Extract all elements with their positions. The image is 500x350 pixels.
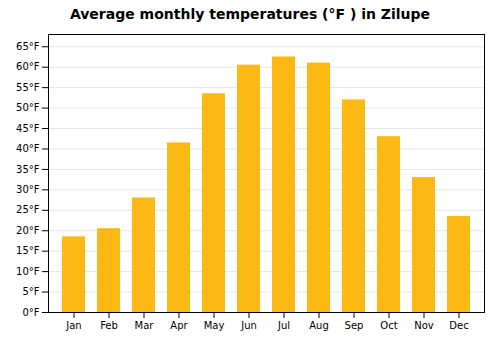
svg-text:Jul: Jul [277,320,290,331]
svg-text:Sep: Sep [345,320,364,331]
svg-text:May: May [204,320,225,331]
svg-text:15°F: 15°F [16,245,40,256]
svg-text:40°F: 40°F [16,143,40,154]
svg-text:Apr: Apr [170,320,188,331]
svg-text:Oct: Oct [380,320,397,331]
svg-text:35°F: 35°F [16,164,40,175]
svg-text:55°F: 55°F [16,82,40,93]
svg-text:10°F: 10°F [16,266,40,277]
svg-text:Jun: Jun [240,320,257,331]
svg-text:60°F: 60°F [16,61,40,72]
svg-text:25°F: 25°F [16,204,40,215]
svg-text:65°F: 65°F [16,41,40,52]
svg-text:Aug: Aug [309,320,329,331]
svg-text:Dec: Dec [449,320,468,331]
svg-text:20°F: 20°F [16,225,40,236]
svg-text:Feb: Feb [100,320,118,331]
svg-text:45°F: 45°F [16,123,40,134]
svg-text:0°F: 0°F [22,307,39,318]
svg-text:Nov: Nov [414,320,434,331]
svg-text:Mar: Mar [135,320,155,331]
svg-text:Jan: Jan [65,320,81,331]
svg-text:5°F: 5°F [22,286,39,297]
html-text:Average monthly temperatures (: Average monthly temperatures (°F ) in Zi… [69,6,431,22]
svg-text:30°F: 30°F [16,184,40,195]
svg-text:50°F: 50°F [16,102,40,113]
